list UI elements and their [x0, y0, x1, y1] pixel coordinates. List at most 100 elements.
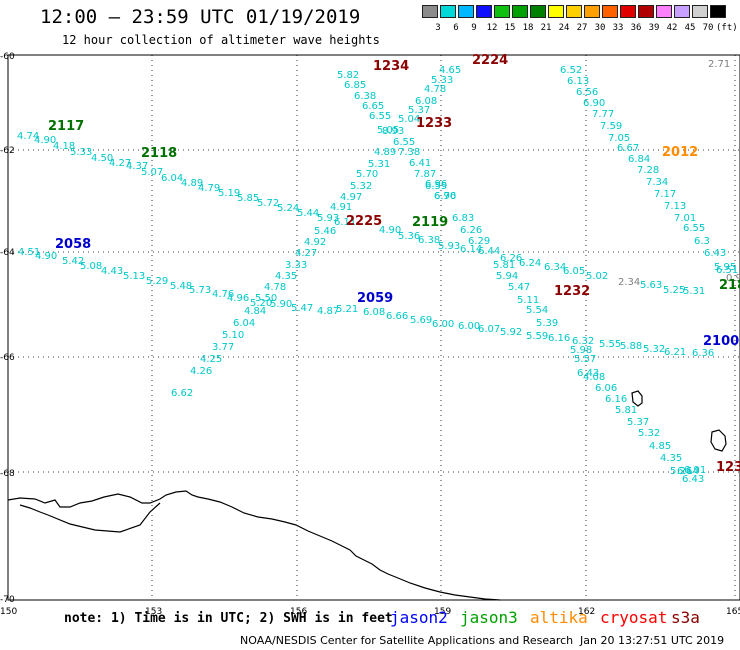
wave-height-value: 6.3	[694, 236, 710, 247]
wave-height-value: 6.14	[460, 244, 482, 255]
wave-height-value: 5.90	[270, 299, 292, 310]
lon-tick-label: 165	[726, 607, 740, 617]
wave-height-value: 4.51	[18, 247, 40, 258]
wave-height-value: 4.35	[660, 453, 682, 464]
wave-height-value: 5.39	[536, 318, 558, 329]
wave-height-value: 6.90	[583, 98, 605, 109]
colorbar-swatch	[548, 5, 564, 18]
track-id-label: 2058	[55, 237, 91, 252]
wave-height-value: 3.33	[285, 260, 307, 271]
wave-height-value: 5.94	[496, 271, 518, 282]
wave-height-value: 6.85	[344, 80, 366, 91]
wave-height-value: 5.08	[80, 261, 102, 272]
wave-height-value: 2.34	[618, 277, 640, 288]
wave-height-value: 5.19	[218, 188, 240, 199]
colorbar-label: 12	[486, 23, 498, 33]
wave-height-value: 4.87	[317, 306, 339, 317]
wave-height-value: 4.25	[200, 354, 222, 365]
wave-height-value: 6.29	[468, 236, 490, 247]
wave-height-value: 6.52	[560, 65, 582, 76]
wave-height-value: 5.32	[638, 428, 660, 439]
lon-tick-label: 159	[434, 607, 451, 617]
wave-height-value: 7.87	[414, 169, 436, 180]
colorbar-swatch	[458, 5, 474, 18]
wave-height-value: 6.41	[409, 158, 431, 169]
wave-height-value: 5.11	[517, 295, 539, 306]
wave-height-value: 4.84	[244, 306, 266, 317]
wave-height-value: 5.54	[526, 305, 548, 316]
wave-height-value: 5.36	[398, 231, 420, 242]
wave-height-value: 5.47	[508, 282, 530, 293]
colorbar-label: 24	[558, 23, 570, 33]
track-id-label: 1234	[373, 59, 409, 74]
colorbar-swatch	[440, 5, 456, 18]
colorbar-swatch	[638, 5, 654, 18]
wave-height-value: 5.26	[670, 466, 692, 477]
wave-height-value: 5.69	[410, 315, 432, 326]
wave-height-value: 6.16	[548, 333, 570, 344]
wave-height-value: 5.05	[377, 125, 399, 136]
coastline	[7, 490, 501, 601]
colorbar-label: 18	[522, 23, 534, 33]
wave-height-value: 4.78	[424, 84, 446, 95]
wave-height-value: 4.43	[101, 266, 123, 277]
lat-tick-label: -68	[0, 469, 15, 479]
wave-height-value: 6.70	[434, 191, 456, 202]
track-id-label: 2117	[48, 119, 84, 134]
wave-height-value: 6.08	[415, 96, 437, 107]
wave-height-value: 4.27	[109, 158, 131, 169]
wave-height-value: 6.38	[418, 235, 440, 246]
wave-height-value: 6.43	[704, 248, 726, 259]
wave-height-value: 5.47	[291, 303, 313, 314]
wave-height-value: 5.92	[500, 327, 522, 338]
colorbar-label: 9	[471, 23, 477, 33]
wave-height-value: 6.04	[161, 173, 183, 184]
lat-tick-label: -60	[0, 52, 15, 62]
track-id-label: 2225	[346, 214, 382, 229]
wave-height-value: 6.21	[664, 347, 686, 358]
colorbar-label: 30	[594, 23, 606, 33]
wave-height-value: 5.10	[222, 330, 244, 341]
wave-height-value: 6.55	[369, 111, 391, 122]
coastline-inlet	[47, 502, 161, 533]
wave-height-value: 6.34	[544, 262, 566, 273]
footer-note: note: 1) Time is in UTC; 2) SWH is in fe…	[64, 611, 393, 626]
colorbar-swatch	[422, 5, 438, 18]
colorbar-label: 21	[540, 23, 552, 33]
wave-height-value: 6.66	[386, 311, 408, 322]
wave-height-value: 8.93	[382, 126, 404, 137]
lat-tick-label: -70	[0, 595, 15, 605]
wave-height-value: 5.46	[314, 226, 336, 237]
wave-height-value: 6.11	[334, 217, 356, 228]
wave-height-value: 5.95	[714, 262, 736, 273]
wave-height-value: 5.63	[640, 280, 662, 291]
wave-height-value: 7.34	[646, 177, 668, 188]
colorbar-label: 15	[504, 23, 516, 33]
track-id-label: 2118	[141, 146, 177, 161]
colorbar-swatch	[530, 5, 546, 18]
wave-height-value: 6.96	[425, 179, 447, 190]
wave-height-value: 5.57	[574, 354, 596, 365]
wave-height-value: 4.27	[295, 248, 317, 259]
wave-height-value: 6.56	[576, 87, 598, 98]
wave-height-value: 5.31	[368, 159, 390, 170]
colorbar-swatch	[602, 5, 618, 18]
wave-height-value: 5.07	[141, 167, 163, 178]
legend-jason3: jason3	[460, 608, 518, 627]
wave-height-value: 5.33	[70, 147, 92, 158]
track-id-label: 1232	[554, 284, 590, 299]
wave-height-value: 6.91	[684, 465, 706, 476]
wave-height-value: 6.43	[682, 474, 704, 485]
wave-height-value: 6.62	[171, 388, 193, 399]
colorbar-swatch	[710, 5, 726, 18]
wave-height-value: 6.06	[595, 383, 617, 394]
wave-height-value: 6.84	[628, 154, 650, 165]
wave-height-value: 7.05	[608, 133, 630, 144]
colorbar-swatch	[512, 5, 528, 18]
wave-height-value: 4.90	[379, 225, 401, 236]
wave-height-value: 6.67	[617, 143, 639, 154]
legend-altika: altika	[530, 608, 588, 627]
wave-height-value: 5.32	[350, 181, 372, 192]
